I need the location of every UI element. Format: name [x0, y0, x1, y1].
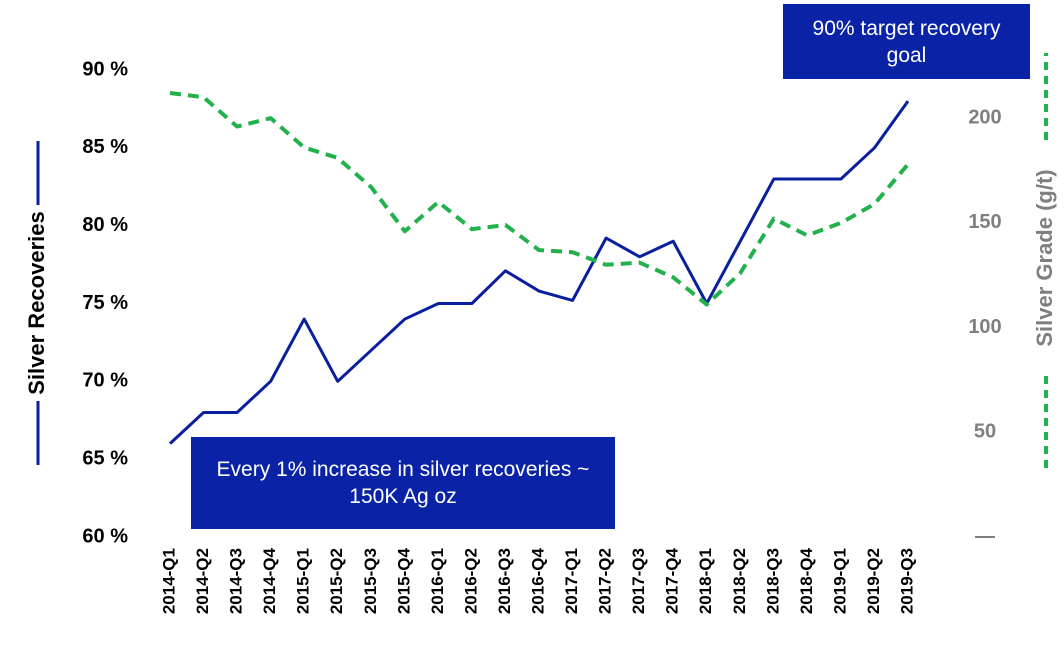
- y2-tick-label: 50: [974, 421, 996, 443]
- y-axis-title: Silver Recoveries: [24, 141, 49, 465]
- annotation-note: Every 1% increase in silver recoveries ~…: [191, 437, 615, 529]
- x-tick-label: 2014-Q4: [260, 547, 279, 614]
- x-tick-label: 2015-Q1: [294, 548, 313, 614]
- x-tick-label: 2014-Q1: [159, 548, 178, 614]
- x-tick-label: 2017-Q4: [663, 547, 682, 614]
- y-tick-label: 90 %: [82, 58, 128, 80]
- x-tick-label: 2014-Q2: [193, 548, 212, 614]
- x-tick-label: 2015-Q4: [394, 547, 413, 614]
- x-tick-label: 2016-Q1: [428, 548, 447, 614]
- x-tick-label: 2014-Q3: [227, 548, 246, 614]
- x-tick-label: 2017-Q2: [596, 548, 615, 614]
- y-tick-label: 80 %: [82, 214, 128, 236]
- x-tick-label: 2016-Q2: [461, 548, 480, 614]
- y2-tick-label: —: [975, 525, 995, 547]
- x-tick-label: 2019-Q2: [864, 548, 883, 614]
- x-tick-label: 2018-Q2: [730, 548, 749, 614]
- y-tick-label: 65 %: [82, 447, 128, 469]
- y2-tick-label: 150: [968, 211, 1001, 233]
- y2-axis-title: Silver Grade (g/t): [1032, 53, 1057, 468]
- x-tick-label: 2016-Q4: [528, 547, 547, 614]
- y-tick-label: 60 %: [82, 525, 128, 547]
- annotation-target: 90% target recovery goal: [783, 4, 1030, 79]
- x-tick-label: 2015-Q2: [327, 548, 346, 614]
- y2-label: Silver Grade (g/t): [1032, 169, 1057, 346]
- y-tick-label: 75 %: [82, 292, 128, 314]
- series-line: [169, 91, 910, 307]
- y2-tick-label: 100: [968, 316, 1001, 338]
- series-line: [168, 100, 910, 445]
- x-tick-label: 2018-Q3: [763, 548, 782, 614]
- y-label: Silver Recoveries: [24, 211, 49, 394]
- y2-tick-label: 200: [968, 106, 1001, 128]
- y-tick-label: 70 %: [82, 370, 128, 392]
- x-tick-label: 2019-Q1: [830, 548, 849, 614]
- x-tick-label: 2018-Q1: [696, 548, 715, 614]
- x-tick-label: 2017-Q1: [562, 548, 581, 614]
- x-tick-label: 2016-Q3: [495, 548, 514, 614]
- x-tick-label: 2018-Q4: [797, 547, 816, 614]
- x-tick-label: 2015-Q3: [361, 548, 380, 614]
- x-tick-label: 2017-Q3: [629, 548, 648, 614]
- y-tick-label: 85 %: [82, 136, 128, 158]
- x-tick-label: 2019-Q3: [897, 548, 916, 614]
